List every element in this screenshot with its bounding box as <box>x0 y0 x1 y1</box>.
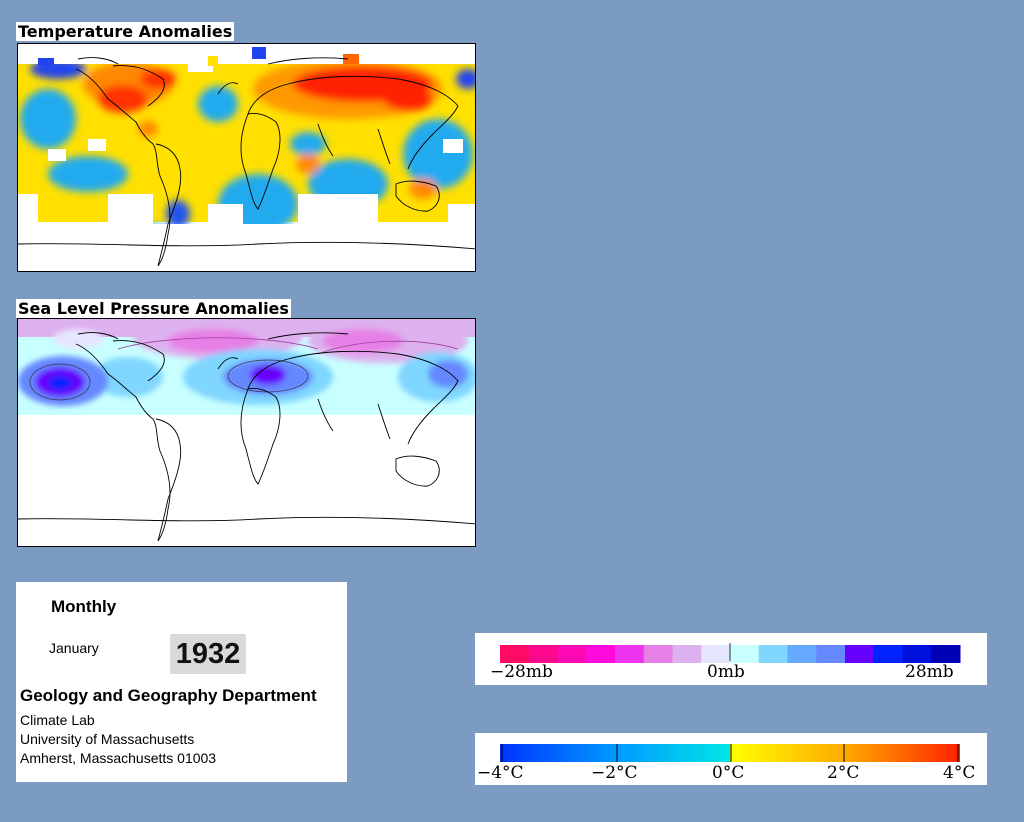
pressure-label-max: 28mb <box>905 662 954 682</box>
temperature-legend: −4°C −2°C 0°C 2°C 4°C <box>475 733 987 785</box>
pressure-swatch <box>528 645 558 663</box>
temperature-label-zero: 0°C <box>712 763 744 783</box>
month-label: January <box>49 640 99 656</box>
university-name: University of Massachusetts <box>20 731 195 747</box>
temperature-label-plus4: 4°C <box>943 763 975 783</box>
pressure-swatch <box>873 645 903 663</box>
pressure-color-scale <box>500 645 961 663</box>
pressure-swatch <box>758 645 788 663</box>
temperature-anomaly-map <box>17 43 476 272</box>
period-label: Monthly <box>51 597 117 616</box>
pressure-swatch <box>615 645 645 663</box>
pressure-legend: −28mb 0mb 28mb <box>475 633 987 685</box>
pressure-label-zero: 0mb <box>707 662 745 682</box>
pressure-label-min: −28mb <box>490 662 553 682</box>
temperature-map-title: Temperature Anomalies <box>16 22 235 41</box>
pressure-swatch <box>500 645 530 663</box>
year-label: 1932 <box>170 634 246 674</box>
pressure-swatch <box>816 645 846 663</box>
info-panel: Monthly January 1932 Geology and Geograp… <box>16 582 347 782</box>
pressure-swatch <box>931 645 961 663</box>
address-line: Amherst, Massachusetts 01003 <box>20 750 217 766</box>
pressure-swatch <box>845 645 875 663</box>
pressure-anomaly-map <box>17 318 476 547</box>
temperature-label-plus2: 2°C <box>827 763 859 783</box>
pressure-swatch <box>586 645 616 663</box>
pressure-swatch <box>701 645 731 663</box>
temperature-label-minus2: −2°C <box>591 763 638 783</box>
pressure-swatch <box>643 645 673 663</box>
pressure-swatch <box>902 645 932 663</box>
pressure-swatch <box>672 645 702 663</box>
pressure-swatch <box>730 645 760 663</box>
temperature-color-scale <box>500 744 960 762</box>
temperature-label-minus4: −4°C <box>477 763 524 783</box>
department-name: Geology and Geography Department <box>20 686 317 705</box>
lab-name: Climate Lab <box>20 712 95 728</box>
pressure-map-title: Sea Level Pressure Anomalies <box>16 299 291 318</box>
pressure-swatch <box>787 645 817 663</box>
pressure-swatch <box>557 645 587 663</box>
